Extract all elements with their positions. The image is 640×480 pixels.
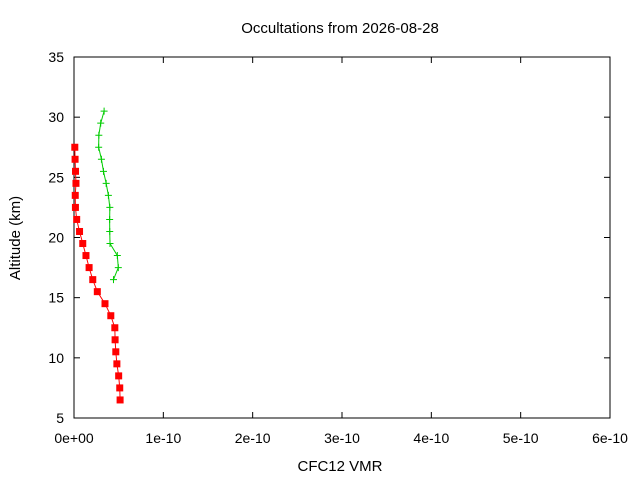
data-point [116, 396, 124, 404]
y-tick-label: 20 [48, 230, 64, 246]
data-point [85, 264, 93, 272]
data-point [114, 264, 122, 272]
data-point [71, 203, 79, 211]
data-point [82, 252, 90, 260]
data-point [102, 179, 110, 187]
data-point [106, 240, 114, 248]
data-point [71, 143, 79, 151]
data-point [89, 276, 97, 284]
series-layer [71, 107, 124, 404]
data-point [107, 312, 115, 320]
x-tick-label: 5e-10 [503, 430, 539, 446]
y-tick-label: 25 [48, 169, 64, 185]
data-point [116, 384, 124, 392]
data-point [99, 167, 107, 175]
series-line [74, 147, 121, 400]
x-tick-label: 2e-10 [235, 430, 271, 446]
y-tick-label: 35 [48, 49, 64, 65]
x-axis-label: CFC12 VMR [297, 458, 382, 475]
data-point [113, 252, 121, 260]
x-tick-label: 1e-10 [145, 430, 181, 446]
data-point [104, 191, 112, 199]
data-point [106, 227, 114, 235]
data-point [76, 227, 84, 235]
data-point [95, 143, 103, 151]
data-point [100, 107, 108, 115]
y-tick-label: 15 [48, 290, 64, 306]
data-point [97, 155, 105, 163]
data-point [72, 167, 80, 175]
data-point [95, 131, 103, 139]
data-point [111, 324, 119, 332]
y-tick-label: 5 [56, 410, 64, 426]
data-point [111, 336, 119, 344]
y-axis-label: Altitude (km) [7, 196, 24, 280]
data-point [113, 360, 121, 368]
data-point [73, 215, 81, 223]
data-point [71, 191, 79, 199]
x-tick-label: 4e-10 [413, 430, 449, 446]
y-tick-label: 30 [48, 109, 64, 125]
data-point [97, 119, 105, 127]
data-point [109, 276, 117, 284]
data-point [106, 215, 114, 223]
data-point [101, 300, 109, 308]
data-point [72, 179, 80, 187]
data-point [93, 288, 101, 296]
data-point [112, 348, 120, 356]
plot-frame [73, 56, 611, 419]
data-point [79, 240, 87, 248]
data-point [71, 155, 79, 163]
chart-title: Occultations from 2026-08-28 [241, 20, 439, 37]
series-1 [71, 143, 124, 404]
x-tick-label: 6e-10 [592, 430, 628, 446]
y-tick-label: 10 [48, 350, 64, 366]
data-point [115, 372, 123, 380]
data-point [106, 203, 114, 211]
series-2 [95, 107, 122, 284]
x-tick-label: 3e-10 [324, 430, 360, 446]
x-tick-label: 0e+00 [54, 430, 94, 446]
axis-ticks: 0e+00 1e-10 2e-10 3e-10 4e-10 5e-10 6e-10 5 10 15… [48, 49, 628, 446]
